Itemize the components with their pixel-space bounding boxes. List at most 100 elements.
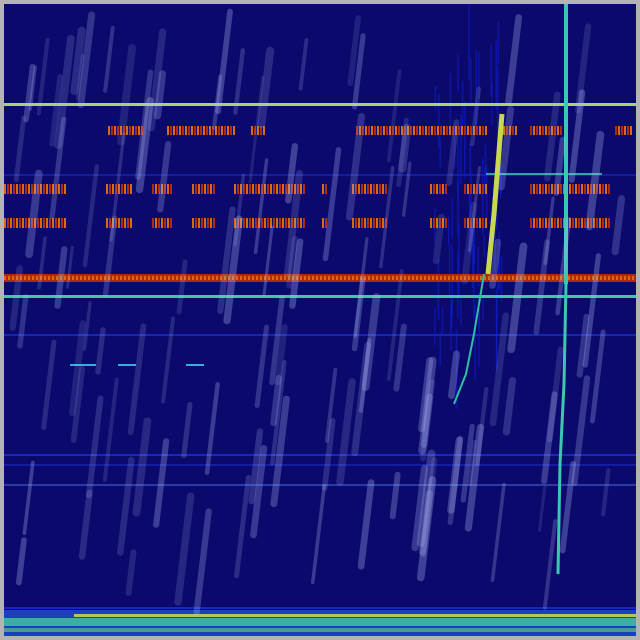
spectral-dash bbox=[152, 218, 154, 228]
rain-streak bbox=[401, 161, 412, 217]
spectral-dash bbox=[464, 218, 466, 228]
red-band-texture bbox=[16, 276, 18, 280]
spectral-dash bbox=[240, 218, 242, 228]
spectral-dash bbox=[325, 184, 327, 194]
spectral-dash bbox=[461, 126, 463, 135]
spectral-dash bbox=[479, 184, 481, 194]
spectral-dash bbox=[201, 218, 203, 228]
rain-streak bbox=[135, 69, 154, 180]
spectral-dash bbox=[155, 184, 157, 194]
red-band-texture bbox=[476, 276, 478, 280]
rain-streak bbox=[589, 329, 606, 424]
rain-streak bbox=[538, 485, 547, 532]
blue-noise bbox=[453, 124, 456, 170]
red-band-texture bbox=[308, 276, 310, 280]
spectral-dash bbox=[291, 218, 293, 228]
rain-streak bbox=[420, 393, 434, 448]
spectral-dash bbox=[575, 218, 577, 228]
spectral-dash bbox=[428, 126, 430, 135]
spectral-dash bbox=[439, 218, 441, 228]
spectral-dash bbox=[126, 126, 128, 135]
vertical-line-cyan bbox=[564, 4, 568, 284]
spectral-dash bbox=[25, 184, 27, 194]
spectral-dash bbox=[185, 126, 187, 135]
spectral-dash bbox=[376, 184, 378, 194]
red-band-texture bbox=[612, 276, 614, 280]
spectral-dash bbox=[300, 184, 302, 194]
spectral-dash bbox=[254, 126, 256, 135]
blue-noise bbox=[441, 307, 444, 336]
red-band-texture bbox=[480, 276, 482, 280]
rain-streak bbox=[411, 464, 429, 552]
horizontal-line-yellow bbox=[4, 103, 636, 106]
spectral-dash bbox=[124, 184, 126, 194]
rain-streak bbox=[28, 65, 38, 111]
spectral-dash bbox=[167, 218, 169, 228]
red-band-texture bbox=[204, 276, 206, 280]
spectral-dash bbox=[285, 218, 287, 228]
red-band-texture bbox=[224, 276, 226, 280]
rain-streak bbox=[157, 141, 172, 213]
blue-noise bbox=[471, 229, 474, 289]
rain-streak bbox=[54, 34, 75, 149]
spectral-dash bbox=[410, 126, 412, 135]
rain-streak bbox=[544, 91, 561, 182]
red-band-texture bbox=[404, 276, 406, 280]
rain-streak bbox=[559, 460, 576, 554]
blue-noise bbox=[458, 223, 460, 299]
red-band-texture bbox=[168, 276, 170, 280]
red-band-texture bbox=[432, 276, 434, 280]
red-band-texture bbox=[264, 276, 266, 280]
spectral-dash bbox=[618, 126, 620, 135]
rain-streak bbox=[361, 293, 381, 391]
red-band-texture bbox=[504, 276, 506, 280]
spectral-dash bbox=[578, 184, 580, 194]
rain-streak bbox=[322, 147, 342, 262]
rain-streak bbox=[103, 25, 115, 93]
spectral-dash bbox=[578, 218, 580, 228]
blue-noise bbox=[457, 179, 459, 237]
spectral-dash bbox=[380, 126, 382, 135]
red-band-texture bbox=[260, 276, 262, 280]
spectral-dash bbox=[379, 184, 381, 194]
spectral-dash bbox=[221, 126, 223, 135]
spectral-dash bbox=[602, 218, 604, 228]
red-band-texture bbox=[312, 276, 314, 280]
red-band-texture bbox=[428, 276, 430, 280]
spectral-dash bbox=[127, 218, 129, 228]
rain-streak bbox=[270, 359, 287, 466]
red-band-texture bbox=[392, 276, 394, 280]
spectral-dash bbox=[204, 184, 206, 194]
spectral-dash bbox=[431, 126, 433, 135]
rain-streak bbox=[553, 136, 566, 196]
rain-streak bbox=[419, 379, 436, 462]
spectral-dash bbox=[615, 126, 617, 135]
rain-streak bbox=[585, 130, 605, 231]
red-band-texture bbox=[256, 276, 258, 280]
rain-streak bbox=[541, 391, 558, 485]
red-band-texture bbox=[352, 276, 354, 280]
spectral-dash bbox=[201, 184, 203, 194]
blue-noise bbox=[438, 94, 440, 148]
red-band-texture bbox=[496, 276, 498, 280]
spectral-dash bbox=[120, 126, 122, 135]
red-band-texture bbox=[600, 276, 602, 280]
spectral-dash bbox=[602, 184, 604, 194]
spectral-dash bbox=[234, 184, 236, 194]
spectral-dash bbox=[557, 126, 559, 135]
rain-streak bbox=[432, 213, 445, 265]
rain-streak bbox=[233, 173, 246, 246]
spectral-dash bbox=[473, 184, 475, 194]
spectral-dash bbox=[452, 126, 454, 135]
blue-noise bbox=[439, 138, 441, 168]
spectral-dash bbox=[551, 218, 553, 228]
red-band-texture bbox=[620, 276, 622, 280]
spectral-dash bbox=[130, 184, 132, 194]
spectral-dash bbox=[200, 126, 202, 135]
spectral-dash bbox=[109, 184, 111, 194]
spectral-dash bbox=[55, 184, 57, 194]
spectral-dash bbox=[210, 218, 212, 228]
spectral-dash bbox=[533, 184, 535, 194]
red-band-texture bbox=[72, 276, 74, 280]
horizontal-blue-line bbox=[4, 484, 636, 486]
